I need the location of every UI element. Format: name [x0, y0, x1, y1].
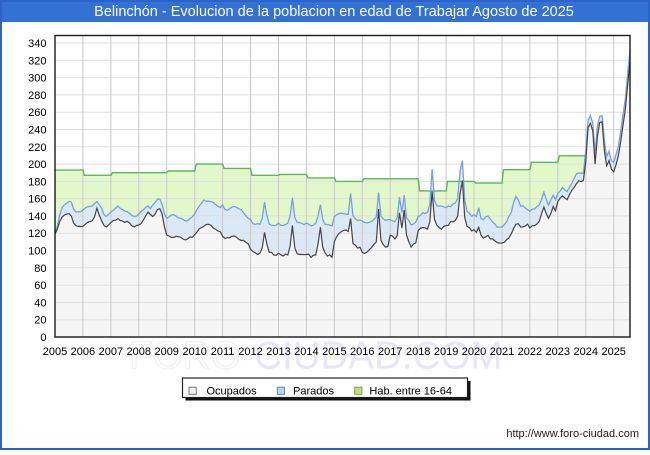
svg-text:2007: 2007 [99, 346, 123, 358]
svg-text:0: 0 [40, 332, 46, 344]
svg-text:2024: 2024 [574, 346, 598, 358]
svg-text:160: 160 [28, 194, 46, 206]
svg-text:2020: 2020 [462, 346, 486, 358]
svg-text:2010: 2010 [182, 346, 206, 358]
svg-text:340: 340 [28, 38, 46, 50]
svg-text:2021: 2021 [490, 346, 514, 358]
svg-text:2011: 2011 [211, 346, 235, 358]
svg-text:2015: 2015 [322, 346, 346, 358]
svg-text:2019: 2019 [434, 346, 458, 358]
svg-text:2017: 2017 [378, 346, 402, 358]
svg-text:2023: 2023 [546, 346, 570, 358]
svg-text:320: 320 [28, 55, 46, 67]
svg-text:2009: 2009 [154, 346, 178, 358]
svg-text:100: 100 [28, 246, 46, 258]
svg-text:200: 200 [28, 159, 46, 171]
svg-text:280: 280 [28, 90, 46, 102]
svg-text:2025: 2025 [601, 346, 625, 358]
svg-text:http://www.foro-ciudad.com: http://www.foro-ciudad.com [506, 428, 639, 440]
svg-text:CIUDAD.COM: CIUDAD.COM [254, 335, 502, 378]
svg-text:Parados: Parados [293, 385, 334, 397]
svg-text:FORO-: FORO- [129, 335, 253, 378]
svg-text:60: 60 [34, 280, 46, 292]
svg-text:2012: 2012 [238, 346, 262, 358]
svg-text:80: 80 [34, 263, 46, 275]
svg-text:300: 300 [28, 73, 46, 85]
svg-text:120: 120 [28, 228, 46, 240]
svg-text:220: 220 [28, 142, 46, 154]
svg-text:Belinchón - Evolucion de la po: Belinchón - Evolucion de la poblacion en… [94, 4, 574, 20]
svg-text:2018: 2018 [406, 346, 430, 358]
svg-text:2014: 2014 [294, 346, 318, 358]
svg-text:Ocupados: Ocupados [207, 385, 258, 397]
svg-text:2005: 2005 [43, 346, 67, 358]
svg-text:2013: 2013 [266, 346, 290, 358]
svg-text:140: 140 [28, 211, 46, 223]
svg-text:260: 260 [28, 107, 46, 119]
svg-text:Hab. entre 16-64: Hab. entre 16-64 [369, 385, 452, 397]
svg-text:20: 20 [34, 315, 46, 327]
svg-text:180: 180 [28, 176, 46, 188]
svg-text:40: 40 [34, 297, 46, 309]
svg-text:2022: 2022 [518, 346, 542, 358]
svg-text:2016: 2016 [350, 346, 374, 358]
svg-text:240: 240 [28, 125, 46, 137]
svg-text:2006: 2006 [71, 346, 95, 358]
svg-text:2008: 2008 [127, 346, 151, 358]
